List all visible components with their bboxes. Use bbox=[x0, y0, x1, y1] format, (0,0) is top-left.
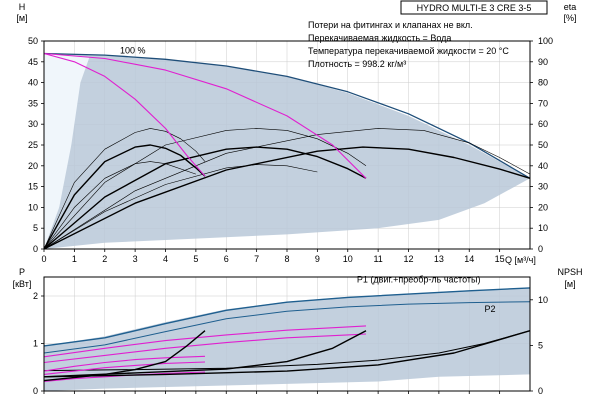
qh-series-pump-4 bbox=[43, 128, 206, 250]
qh-y-right-tick-label-4: 40 bbox=[538, 161, 548, 171]
qh-xlabel: Q [м³/ч] bbox=[505, 255, 536, 265]
qh-x-tick-label-11: 11 bbox=[373, 254, 382, 264]
qh-ylabel-right-line1: eta bbox=[564, 2, 577, 12]
qh-series-pump-6 bbox=[43, 128, 531, 250]
qh-x-tick-label-13: 13 bbox=[434, 254, 444, 264]
power-curve-label-0: P1 (двиг.+преобр-ль частоты) bbox=[357, 275, 481, 285]
qh-y-tick-label-2: 10 bbox=[28, 202, 38, 212]
qh-x-tick-label-8: 8 bbox=[284, 254, 289, 264]
qh-y-right-tick-label-6: 60 bbox=[538, 119, 548, 129]
power-series-pump-9 bbox=[43, 330, 367, 378]
note-temperature: Температура перекачиваемой жидкости = 20… bbox=[308, 46, 509, 56]
qh-series-pump-3 bbox=[43, 146, 531, 250]
power-ylabel-left-line2: [кВт] bbox=[13, 279, 32, 289]
power-ylabel-left-line1: P bbox=[19, 267, 25, 277]
qh-y-right-tick-label-0: 0 bbox=[538, 244, 543, 254]
qh-x-tick-label-2: 2 bbox=[102, 254, 107, 264]
power-series-pump-10 bbox=[43, 330, 531, 378]
power-ylabel-right-line2: [м] bbox=[564, 279, 575, 289]
qh-x-tick-label-12: 12 bbox=[403, 254, 413, 264]
qh-x-tick-label-14: 14 bbox=[464, 254, 474, 264]
qh-x-tick-label-5: 5 bbox=[193, 254, 198, 264]
qh-y-tick-label-6: 30 bbox=[28, 119, 38, 129]
qh-series-pump-8 bbox=[43, 164, 318, 250]
power-series-efficiency-6 bbox=[43, 361, 206, 375]
qh-y-right-tick-label-2: 20 bbox=[538, 202, 548, 212]
power-curve-label-1: P2 bbox=[484, 304, 495, 314]
model-title-box bbox=[400, 0, 548, 15]
qh-series-pump-5 bbox=[43, 128, 367, 250]
model-title: HYDRO MULTI-E 3 CRE 3-5 bbox=[417, 3, 532, 13]
qh-notes: Потери на фитингах и клапанах не вкл. Пе… bbox=[308, 20, 509, 69]
qh-y-right-tick-label-9: 90 bbox=[538, 57, 548, 67]
qh-operating-band bbox=[44, 53, 530, 249]
qh-inner-region bbox=[44, 53, 90, 249]
power-y-right-tick-label-0: 0 bbox=[538, 386, 543, 396]
power-y-right-tick-label-2: 10 bbox=[538, 295, 548, 305]
power-y-tick-label-2: 2 bbox=[33, 291, 38, 301]
qh-x-tick-label-1: 1 bbox=[72, 254, 77, 264]
qh-x-tick-label-9: 9 bbox=[315, 254, 320, 264]
qh-y-tick-label-1: 5 bbox=[33, 223, 38, 233]
power-series-p1-0 bbox=[43, 287, 531, 347]
qh-y-tick-label-8: 40 bbox=[28, 78, 38, 88]
note-density: Плотность = 998.2 кг/м³ bbox=[308, 59, 406, 69]
qh-y-right-tick-label-10: 100 bbox=[538, 36, 553, 46]
power-series-npsh-2 bbox=[43, 330, 531, 372]
qh-series-pump-1 bbox=[43, 144, 206, 250]
qh-annotation-0: 100 % bbox=[120, 45, 146, 55]
qh-x-tick-label-4: 4 bbox=[163, 254, 168, 264]
power-ylabel-right-line1: NPSH bbox=[557, 267, 582, 277]
qh-series-pump-7 bbox=[43, 161, 196, 250]
note-fluid: Перекачиваемая жидкость = Вода bbox=[308, 33, 451, 43]
qh-y-tick-label-4: 20 bbox=[28, 161, 38, 171]
qh-y-right-tick-label-7: 70 bbox=[538, 98, 548, 108]
qh-y-right-tick-label-8: 80 bbox=[538, 78, 548, 88]
qh-x-tick-label-3: 3 bbox=[133, 254, 138, 264]
qh-ylabel-right-line2: [%] bbox=[563, 13, 576, 23]
qh-y-tick-label-10: 50 bbox=[28, 36, 38, 46]
qh-series-efficiency-9 bbox=[43, 52, 206, 177]
qh-x-tick-label-7: 7 bbox=[254, 254, 259, 264]
qh-y-tick-label-0: 0 bbox=[33, 244, 38, 254]
power-y-tick-label-1: 1 bbox=[33, 339, 38, 349]
qh-series-pump-0 bbox=[43, 52, 531, 179]
note-fittings: Потери на фитингах и клапанах не вкл. bbox=[308, 20, 473, 30]
qh-y-right-tick-label-3: 30 bbox=[538, 182, 548, 192]
qh-x-tick-label-15: 15 bbox=[495, 254, 505, 264]
qh-chart: 0 1 2 3 4 5 6 7 8 9 10 11 12 13 14 15051015202530354045… bbox=[16, 2, 576, 265]
qh-y-right-tick-label-1: 10 bbox=[538, 223, 548, 233]
power-series-efficiency-4 bbox=[43, 333, 367, 364]
power-series-p2-1 bbox=[43, 301, 531, 354]
qh-y-right-tick-label-5: 50 bbox=[538, 140, 548, 150]
qh-x-tick-label-6: 6 bbox=[224, 254, 229, 264]
qh-series-efficiency-10 bbox=[43, 52, 367, 179]
qh-y-tick-label-3: 15 bbox=[28, 182, 38, 192]
qh-y-tick-label-7: 35 bbox=[28, 98, 38, 108]
qh-y-tick-label-9: 45 bbox=[28, 57, 38, 67]
qh-ylabel-left-line1: H bbox=[19, 2, 26, 12]
qh-x-tick-label-0: 0 bbox=[41, 254, 46, 264]
qh-ylabel-left-line2: [м] bbox=[16, 13, 27, 23]
qh-y-tick-label-5: 25 bbox=[28, 140, 38, 150]
power-series-efficiency-3 bbox=[43, 325, 367, 358]
power-plot-area: 0 1 2 0 5 10 P1 (двиг.+преобр-ль частоты) P2 bbox=[33, 275, 548, 396]
power-y-right-tick-label-1: 5 bbox=[538, 340, 543, 350]
power-operating-band bbox=[44, 287, 530, 391]
power-y-tick-label-0: 0 bbox=[33, 386, 38, 396]
qh-plot-area: 0 1 2 3 4 5 6 7 8 9 10 11 12 13 14 15051015202530354045… bbox=[28, 36, 553, 264]
qh-x-tick-label-10: 10 bbox=[343, 254, 353, 264]
